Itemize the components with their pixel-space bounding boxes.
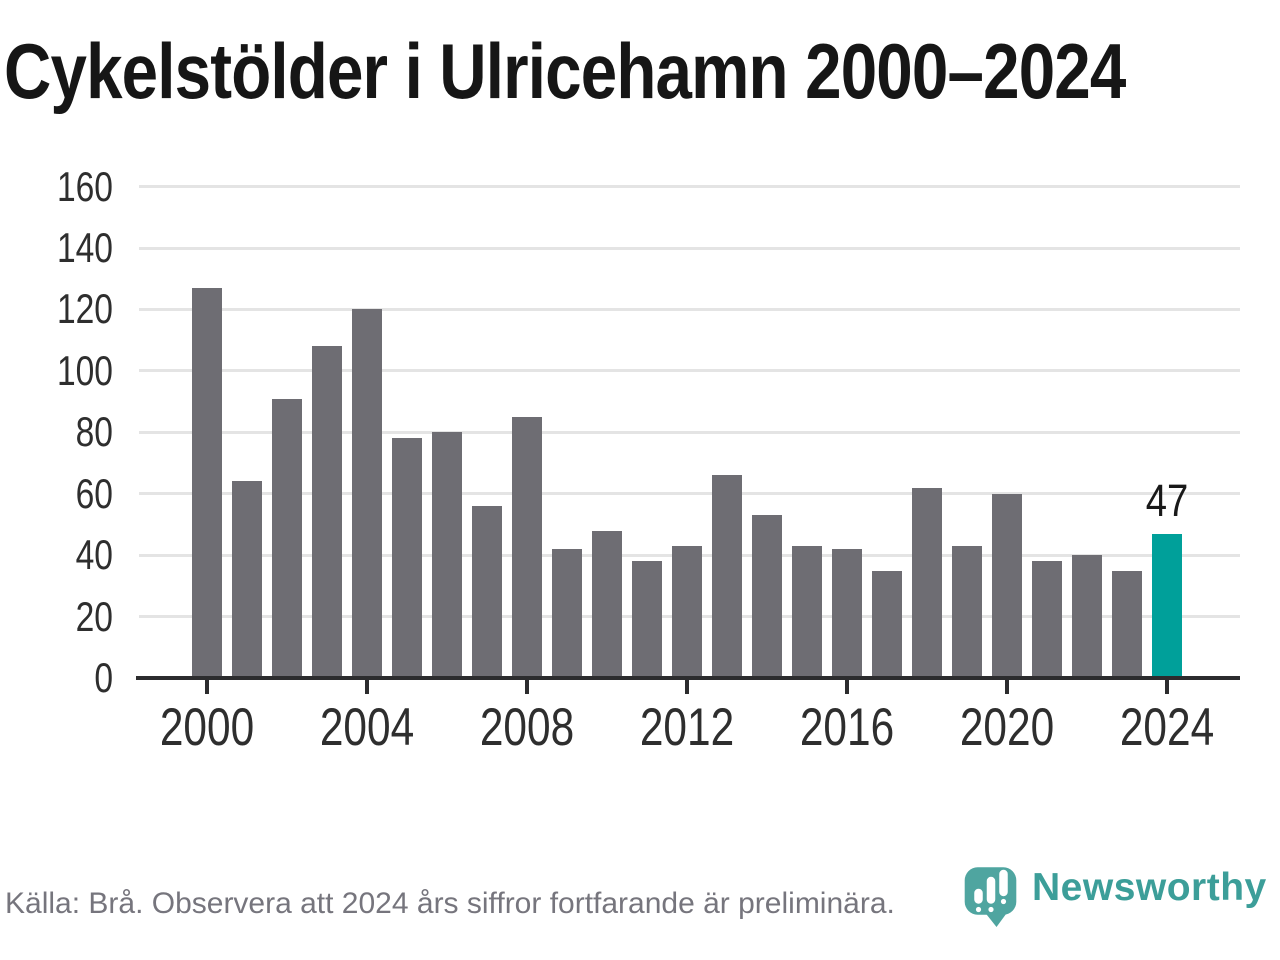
x-tick-label-2000: 2000	[159, 698, 255, 757]
bar-2012	[672, 545, 702, 678]
y-tick-label-80: 80	[75, 408, 113, 456]
y-tick-label-0: 0	[94, 654, 113, 701]
bar-2000	[192, 287, 222, 678]
newsworthy-logo-icon	[964, 867, 1017, 927]
bar-2013	[712, 475, 742, 678]
x-tick-2012	[685, 680, 689, 694]
bar-2015	[792, 545, 822, 678]
x-tick-label-2024: 2024	[1119, 698, 1215, 757]
y-tick-label-60: 60	[75, 469, 113, 517]
bar-2014	[752, 515, 782, 678]
bar-2023	[1112, 570, 1142, 678]
y-tick-label-20: 20	[75, 592, 113, 640]
y-tick-label-140: 140	[56, 224, 113, 272]
newsworthy-wordmark: Newsworthy	[1032, 866, 1267, 909]
bar-2009	[552, 549, 582, 678]
y-tick-label-120: 120	[56, 285, 113, 333]
x-tick-2008	[525, 680, 529, 694]
y-tick-label-160: 160	[56, 162, 113, 210]
y-tick-label-40: 40	[75, 531, 113, 579]
gridline-160	[139, 185, 1240, 189]
bar-2019	[952, 545, 982, 678]
gridline-100	[139, 369, 1240, 373]
bar-2022	[1072, 555, 1102, 678]
gridline-60	[139, 492, 1240, 496]
gridline-120	[139, 307, 1240, 311]
x-tick-2000	[205, 680, 209, 694]
bar-2006	[432, 432, 462, 678]
x-tick-2020	[1005, 680, 1009, 694]
x-axis-line	[136, 676, 1240, 680]
bar-2020	[992, 493, 1022, 678]
bar-2007	[472, 506, 502, 678]
x-tick-2024	[1165, 680, 1169, 694]
y-tick-label-100: 100	[56, 346, 113, 394]
bar-2021	[1032, 561, 1062, 678]
bar-2010	[592, 530, 622, 678]
x-tick-label-2008: 2008	[479, 698, 575, 757]
gridline-80	[139, 430, 1240, 434]
bar-2003	[312, 346, 342, 678]
x-tick-label-2020: 2020	[959, 698, 1055, 757]
bar-2001	[232, 481, 262, 678]
x-tick-label-2004: 2004	[319, 698, 415, 757]
highlight-value-label: 47	[1145, 474, 1189, 526]
x-tick-label-2012: 2012	[639, 698, 735, 757]
bar-2017	[872, 570, 902, 678]
bar-2016	[832, 549, 862, 678]
logo-dots	[975, 898, 1007, 913]
bar-2011	[632, 561, 662, 678]
logo-bubble-tail	[983, 910, 1009, 927]
logo-bar-chart-icon	[974, 869, 1008, 904]
chart-title: Cykelstölder i Ulricehamn 2000–2024	[4, 27, 1126, 115]
bar-2024	[1152, 533, 1182, 678]
bar-2005	[392, 438, 422, 678]
x-tick-label-2016: 2016	[799, 698, 895, 757]
bar-2004	[352, 309, 382, 678]
plot-area: 0 20 40 60 80 100 120 140 160 2000 2004 2008 2012 20…	[56, 162, 1240, 757]
bar-2008	[512, 416, 542, 678]
bar-2018	[912, 487, 942, 678]
gridline-140	[139, 246, 1240, 250]
source-note: Källa: Brå. Observera att 2024 års siffr…	[5, 887, 895, 920]
bar-2002	[272, 398, 302, 678]
x-tick-2016	[845, 680, 849, 694]
x-tick-2004	[365, 680, 369, 694]
